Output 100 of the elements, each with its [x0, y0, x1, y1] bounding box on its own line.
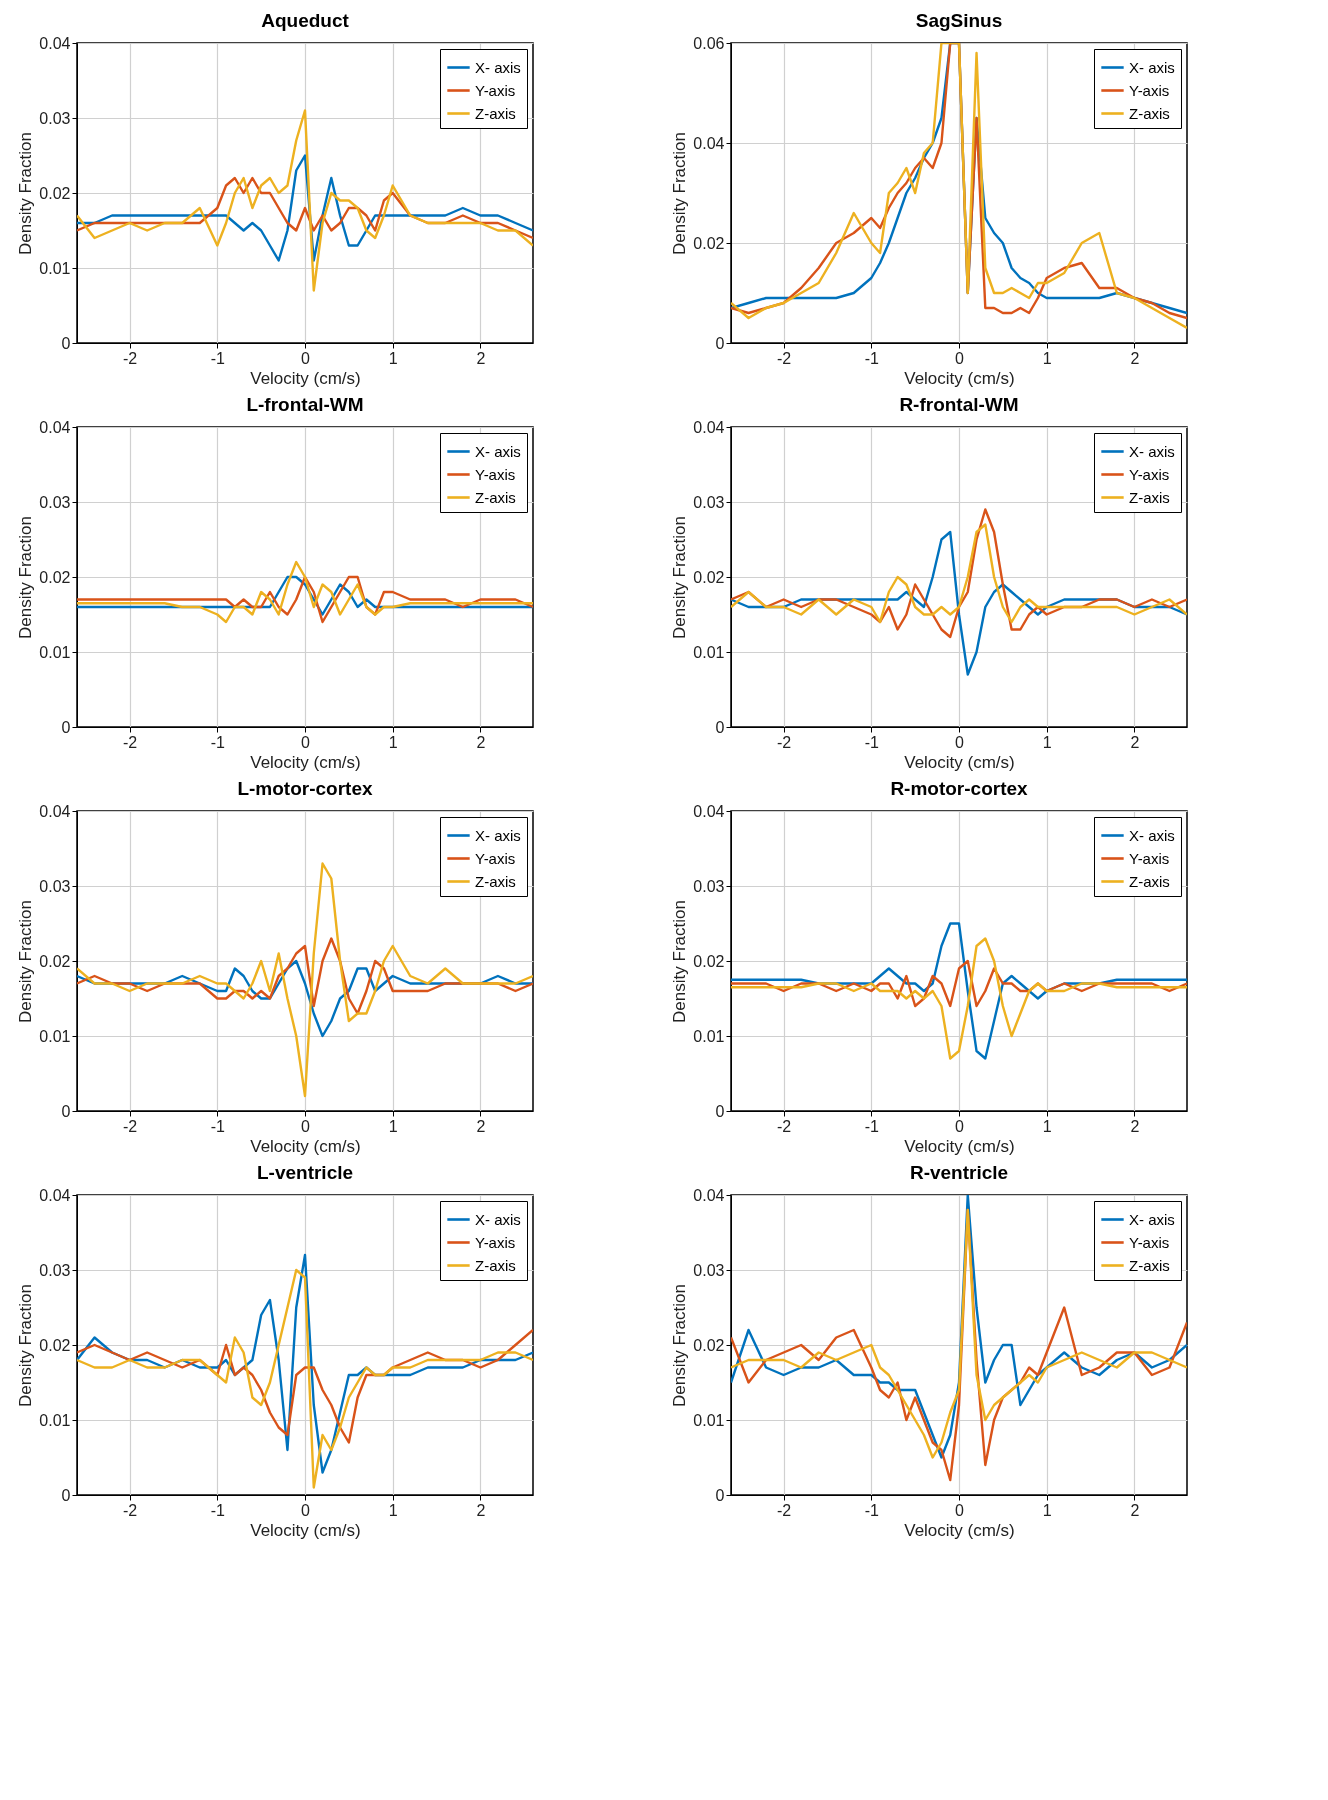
line-series: [77, 575, 533, 624]
line-series: [77, 575, 533, 616]
legend-label: Y-axis: [1129, 81, 1170, 99]
y-tick-label: 0: [715, 334, 725, 352]
line-series: [77, 109, 533, 292]
y-tick-label: 0.02: [693, 568, 725, 586]
x-tick-label: 1: [388, 349, 398, 367]
x-tick-label: 1: [388, 1117, 398, 1135]
y-tick-label: 0: [715, 1486, 725, 1504]
legend-label: Z-axis: [475, 872, 516, 890]
y-tick-label: 0.01: [39, 1027, 71, 1045]
y-axis-title: Density Fraction: [16, 1284, 36, 1407]
x-tick-label: 2: [476, 1117, 486, 1135]
x-tick-label: 0: [955, 349, 965, 367]
x-tick-label: -1: [210, 733, 226, 751]
x-tick-label: -2: [123, 1501, 138, 1519]
y-axis-title: Density Fraction: [16, 132, 36, 255]
legend-label: X- axis: [1129, 58, 1175, 76]
x-tick-label: 2: [476, 1501, 486, 1519]
y-tick-label: 0.02: [693, 234, 725, 252]
x-tick-label: 1: [1042, 1501, 1052, 1519]
x-tick-label: 2: [476, 349, 486, 367]
y-tick-label: 0: [61, 334, 71, 352]
legend-label: X- axis: [1129, 826, 1175, 844]
x-tick-label: 2: [1130, 733, 1140, 751]
legend-label: Z-axis: [1129, 488, 1170, 506]
y-axis-title: Density Fraction: [16, 900, 36, 1023]
x-tick-label: -2: [123, 733, 138, 751]
x-tick-label: 2: [1130, 1501, 1140, 1519]
x-axis-title: Velocity (cm/s): [250, 368, 361, 388]
x-tick-label: -2: [123, 349, 138, 367]
legend-label: X- axis: [1129, 442, 1175, 460]
y-tick-label: 0.03: [39, 109, 71, 127]
legend-label: Z-axis: [475, 104, 516, 122]
x-tick-label: -1: [210, 1117, 226, 1135]
x-tick-label: -2: [777, 349, 792, 367]
legend-label: Y-axis: [1129, 465, 1170, 483]
y-tick-label: 0.01: [39, 259, 71, 277]
y-tick-label: 0.02: [39, 1336, 71, 1354]
y-tick-label: 0.04: [693, 802, 725, 820]
x-axis-title: Velocity (cm/s): [904, 368, 1015, 388]
x-tick-label: 1: [1042, 733, 1052, 751]
legend-label: Y-axis: [1129, 849, 1170, 867]
x-tick-label: 1: [1042, 349, 1052, 367]
chart-title: R-ventricle: [909, 1162, 1009, 1183]
line-series: [731, 959, 1187, 1008]
legend-label: Y-axis: [475, 1233, 516, 1251]
x-tick-label: 2: [1130, 1117, 1140, 1135]
legend-label: X- axis: [475, 1210, 521, 1228]
y-tick-label: 0.02: [39, 952, 71, 970]
line-series: [731, 508, 1187, 639]
y-axis-title: Density Fraction: [670, 132, 690, 255]
x-axis-title: Velocity (cm/s): [904, 1136, 1015, 1156]
x-tick-label: 0: [301, 349, 311, 367]
y-axis-title: Density Fraction: [670, 1284, 690, 1407]
x-tick-label: -2: [777, 733, 792, 751]
x-axis-title: Velocity (cm/s): [904, 1520, 1015, 1540]
x-tick-label: 0: [301, 733, 311, 751]
x-tick-label: 0: [955, 1501, 965, 1519]
y-tick-label: 0.04: [693, 134, 725, 152]
x-tick-label: 1: [388, 1501, 398, 1519]
y-tick-label: 0.04: [39, 1186, 71, 1204]
y-tick-label: 0.03: [39, 1261, 71, 1279]
chart-title: R-frontal-WM: [899, 394, 1019, 415]
line-series: [77, 176, 533, 240]
y-tick-label: 0.04: [39, 418, 71, 436]
x-axis-title: Velocity (cm/s): [250, 1520, 361, 1540]
line-series: [77, 560, 533, 624]
legend-label: X- axis: [475, 58, 521, 76]
chart-title: L-ventricle: [256, 1162, 354, 1183]
x-tick-label: -1: [210, 349, 226, 367]
x-axis-title: Velocity (cm/s): [904, 752, 1015, 772]
y-tick-label: 0: [61, 1486, 71, 1504]
x-tick-label: -1: [864, 349, 880, 367]
x-tick-label: -1: [210, 1501, 226, 1519]
legend-label: X- axis: [475, 826, 521, 844]
y-tick-label: 0.02: [39, 184, 71, 202]
y-tick-label: 0.06: [693, 34, 725, 52]
x-axis-title: Velocity (cm/s): [250, 752, 361, 772]
y-tick-label: 0: [61, 718, 71, 736]
y-tick-label: 0.01: [39, 643, 71, 661]
y-tick-label: 0.01: [39, 1411, 71, 1429]
legend-label: Z-axis: [1129, 1256, 1170, 1274]
y-tick-label: 0.03: [39, 493, 71, 511]
legend-label: Y-axis: [475, 849, 516, 867]
x-tick-label: 0: [301, 1501, 311, 1519]
y-tick-label: 0: [61, 1102, 71, 1120]
legend-label: Z-axis: [475, 1256, 516, 1274]
line-series: [77, 937, 533, 1015]
line-series: [731, 530, 1187, 676]
x-tick-label: -1: [864, 1117, 880, 1135]
y-tick-label: 0.03: [39, 877, 71, 895]
y-tick-label: 0: [715, 718, 725, 736]
x-tick-label: 2: [1130, 349, 1140, 367]
line-series: [77, 1328, 533, 1444]
x-tick-label: 0: [301, 1117, 311, 1135]
legend-label: X- axis: [1129, 1210, 1175, 1228]
y-tick-label: 0.03: [693, 1261, 725, 1279]
x-axis-title: Velocity (cm/s): [250, 1136, 361, 1156]
x-tick-label: -1: [864, 733, 880, 751]
